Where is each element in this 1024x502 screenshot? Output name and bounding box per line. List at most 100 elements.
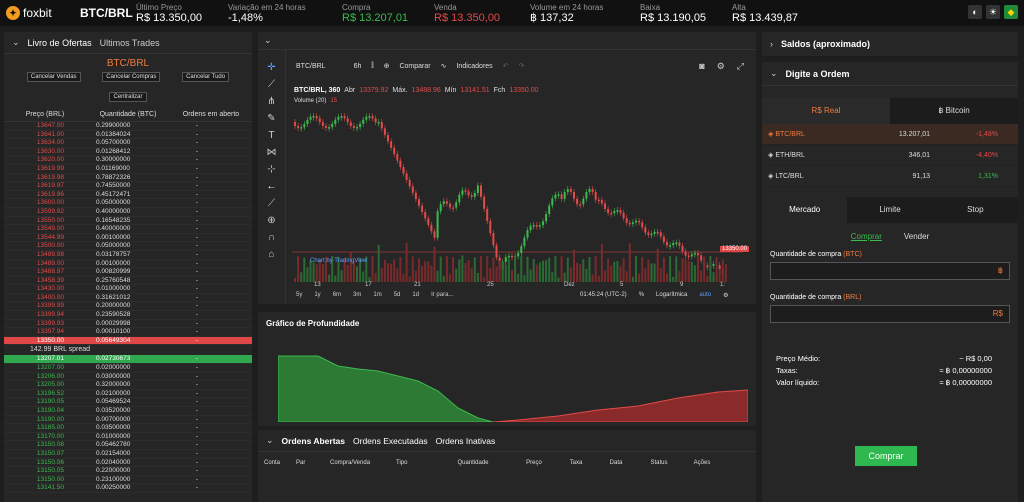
order-book-row[interactable]: 13350.00 0.05649304 - <box>4 336 252 346</box>
percent-toggle[interactable]: % <box>638 292 645 298</box>
order-book-row[interactable]: 13399.94 0.23590528 - <box>4 311 252 320</box>
order-book-row[interactable]: 13430.00 0.01000000 - <box>4 285 252 294</box>
chevron-down-icon[interactable]: ⌄ <box>264 35 272 45</box>
range-6[interactable]: 1d <box>412 292 420 298</box>
cancel-sells-button[interactable]: Cancelar Vendas <box>26 72 81 82</box>
scale-settings-icon[interactable]: ⚙ <box>723 293 729 299</box>
order-book-row[interactable]: 13544.99 0.00100000 - <box>4 234 252 243</box>
order-book-row[interactable]: 13647.00 0.29900000 - <box>4 122 252 131</box>
range-7[interactable]: Ir para... <box>431 292 454 298</box>
compare-button[interactable]: Comparar <box>399 62 431 70</box>
zoom-icon[interactable]: ⊕ <box>267 215 276 226</box>
order-book-row[interactable]: 13600.00 0.05000000 - <box>4 199 252 208</box>
range-1[interactable]: 1y <box>314 292 321 298</box>
order-book-row[interactable]: 13399.93 0.00029998 - <box>4 320 252 329</box>
tab-order-book[interactable]: Livro de Ofertas <box>27 37 92 48</box>
measure-icon[interactable]: ⊹ <box>267 164 276 175</box>
range-4[interactable]: 1m <box>373 292 382 298</box>
market-row[interactable]: ◈ BTC/BRL 13.207,01 -1,48% <box>762 124 1018 145</box>
order-book-row[interactable]: 13206.00 0.03000000 - <box>4 373 252 382</box>
order-book-row[interactable]: 13190.04 0.03520000 - <box>4 407 252 416</box>
order-book-row[interactable]: 13150.00 0.23100000 - <box>4 476 252 485</box>
qty-btc-input[interactable]: ฿ <box>770 262 1010 280</box>
qty-brl-input[interactable]: R$ <box>770 305 1010 323</box>
order-book-row[interactable]: 13489.98 0.03178757 - <box>4 251 252 260</box>
order-book-row[interactable]: 13549.00 0.40000000 - <box>4 225 252 234</box>
brush-icon[interactable]: ✎ <box>267 113 276 124</box>
order-book-row[interactable]: 13150.06 0.02040000 - <box>4 459 252 468</box>
back-arrow-icon[interactable]: ← <box>266 181 277 192</box>
order-book-row[interactable]: 13170.00 0.01000000 - <box>4 433 252 442</box>
light-mode-icon[interactable]: ☀ <box>986 5 1000 19</box>
order-book-row[interactable]: 13190.05 0.05469524 - <box>4 398 252 407</box>
balances-header[interactable]: › Saldos (aproximado) <box>762 32 1018 56</box>
fullscreen-icon[interactable]: ⤢ <box>736 61 744 71</box>
tab-limit[interactable]: Limite <box>879 205 901 214</box>
order-book-row[interactable]: 13641.00 0.01384024 - <box>4 131 252 140</box>
order-book-row[interactable]: 13205.00 0.32000000 - <box>4 381 252 390</box>
tab-real[interactable]: R$ Real <box>762 98 890 124</box>
interval-select[interactable]: 6h <box>353 62 362 70</box>
text-icon[interactable]: T <box>268 130 275 141</box>
tab-open-orders[interactable]: Ordens Abertas <box>281 435 346 446</box>
settings-gear-icon[interactable]: ⚙ <box>716 61 725 71</box>
auto-toggle[interactable]: auto <box>699 292 712 298</box>
order-book-row[interactable]: 13400.00 0.31621012 - <box>4 294 252 303</box>
indicators-button[interactable]: Indicadores <box>456 62 493 70</box>
indicators-icon[interactable]: ∿ <box>440 63 447 70</box>
chevron-down-icon[interactable]: ⌄ <box>770 68 778 78</box>
brazil-flag-icon[interactable]: ◆ <box>1004 5 1018 19</box>
order-book-row[interactable]: 13634.00 0.05700000 - <box>4 139 252 148</box>
order-book-row[interactable]: 13150.08 0.05462780 - <box>4 441 252 450</box>
order-book-row[interactable]: 13141.50 0.00250000 - <box>4 484 252 493</box>
order-book-row[interactable]: 13397.94 0.00010100 - <box>4 328 252 337</box>
ruler-icon[interactable]: ⟋ <box>268 198 275 209</box>
order-book-row[interactable]: 13619.97 0.74550000 - <box>4 182 252 191</box>
trend-line-icon[interactable]: ⟋ <box>268 79 275 90</box>
order-book-row[interactable]: 13619.99 0.01169000 - <box>4 165 252 174</box>
order-book-row[interactable]: 13458.39 0.25760548 - <box>4 277 252 286</box>
cancel-buys-button[interactable]: Cancelar Compras <box>102 72 161 82</box>
chart-symbol[interactable]: BTC/BRL <box>296 62 326 70</box>
tab-buy[interactable]: Comprar <box>850 232 882 241</box>
order-book-row[interactable]: 13190.00 0.00700000 - <box>4 416 252 425</box>
order-book-row[interactable]: 13150.05 0.22000000 - <box>4 467 252 476</box>
order-book-row[interactable]: 13500.00 0.05000000 - <box>4 242 252 251</box>
camera-icon[interactable]: ◙ <box>699 61 705 71</box>
dark-mode-icon[interactable]: ◐ <box>968 5 982 19</box>
range-2[interactable]: 6m <box>332 292 342 298</box>
tradingview-watermark[interactable]: Chart by TradingView <box>310 258 368 264</box>
redo-icon[interactable]: ↷ <box>518 63 525 70</box>
tab-market[interactable]: Mercado <box>762 197 848 223</box>
range-0[interactable]: 5y <box>296 292 303 298</box>
order-book-row[interactable]: 13599.92 0.40000000 - <box>4 208 252 217</box>
order-book-row[interactable]: 13620.00 0.30000000 - <box>4 156 252 165</box>
undo-icon[interactable]: ↶ <box>502 63 509 70</box>
candlestick-chart[interactable] <box>292 92 742 287</box>
crosshair-icon[interactable]: ✛ <box>267 62 276 73</box>
tab-stop[interactable]: Stop <box>967 205 984 214</box>
order-book-row[interactable]: 13207.00 0.02000000 - <box>4 364 252 373</box>
order-book-row[interactable]: 13196.52 0.02100000 - <box>4 390 252 399</box>
tab-inactive-orders[interactable]: Ordens Inativas <box>435 435 496 446</box>
chevron-down-icon[interactable]: ⌄ <box>12 37 20 47</box>
cancel-all-button[interactable]: Cancelar Tudo <box>182 72 230 82</box>
order-book-row[interactable]: 13150.07 0.02154000 - <box>4 450 252 459</box>
magnet-icon[interactable]: ∩ <box>267 232 276 243</box>
foxbit-logo[interactable]: ✦ foxbit <box>0 6 80 20</box>
order-book-row[interactable]: 13550.00 0.16548235 - <box>4 217 252 226</box>
tab-bitcoin[interactable]: ฿ Bitcoin <box>890 98 1018 124</box>
order-book-row[interactable]: 13488.97 0.00820999 - <box>4 268 252 277</box>
tab-executed-orders[interactable]: Ordens Executadas <box>353 435 428 446</box>
order-book-row[interactable]: 13630.00 0.01268412 - <box>4 148 252 157</box>
order-book-row[interactable]: 13619.96 0.45172471 - <box>4 191 252 200</box>
order-book-row[interactable]: 13619.98 0.78872326 - <box>4 174 252 183</box>
market-row[interactable]: ◈ ETH/BRL 346,01 -4,40% <box>762 145 1018 166</box>
log-toggle[interactable]: Logarítmica <box>656 292 688 298</box>
center-button[interactable]: Centralizar <box>109 92 147 102</box>
order-book-row[interactable]: 13489.00 0.00100000 - <box>4 260 252 269</box>
order-book-row[interactable]: 13207.01 0.02730673 - <box>4 355 252 365</box>
market-row[interactable]: ◈ LTC/BRL 91,13 1,31% <box>762 166 1018 187</box>
range-3[interactable]: 3m <box>353 292 362 298</box>
range-5[interactable]: 5d <box>393 292 401 298</box>
